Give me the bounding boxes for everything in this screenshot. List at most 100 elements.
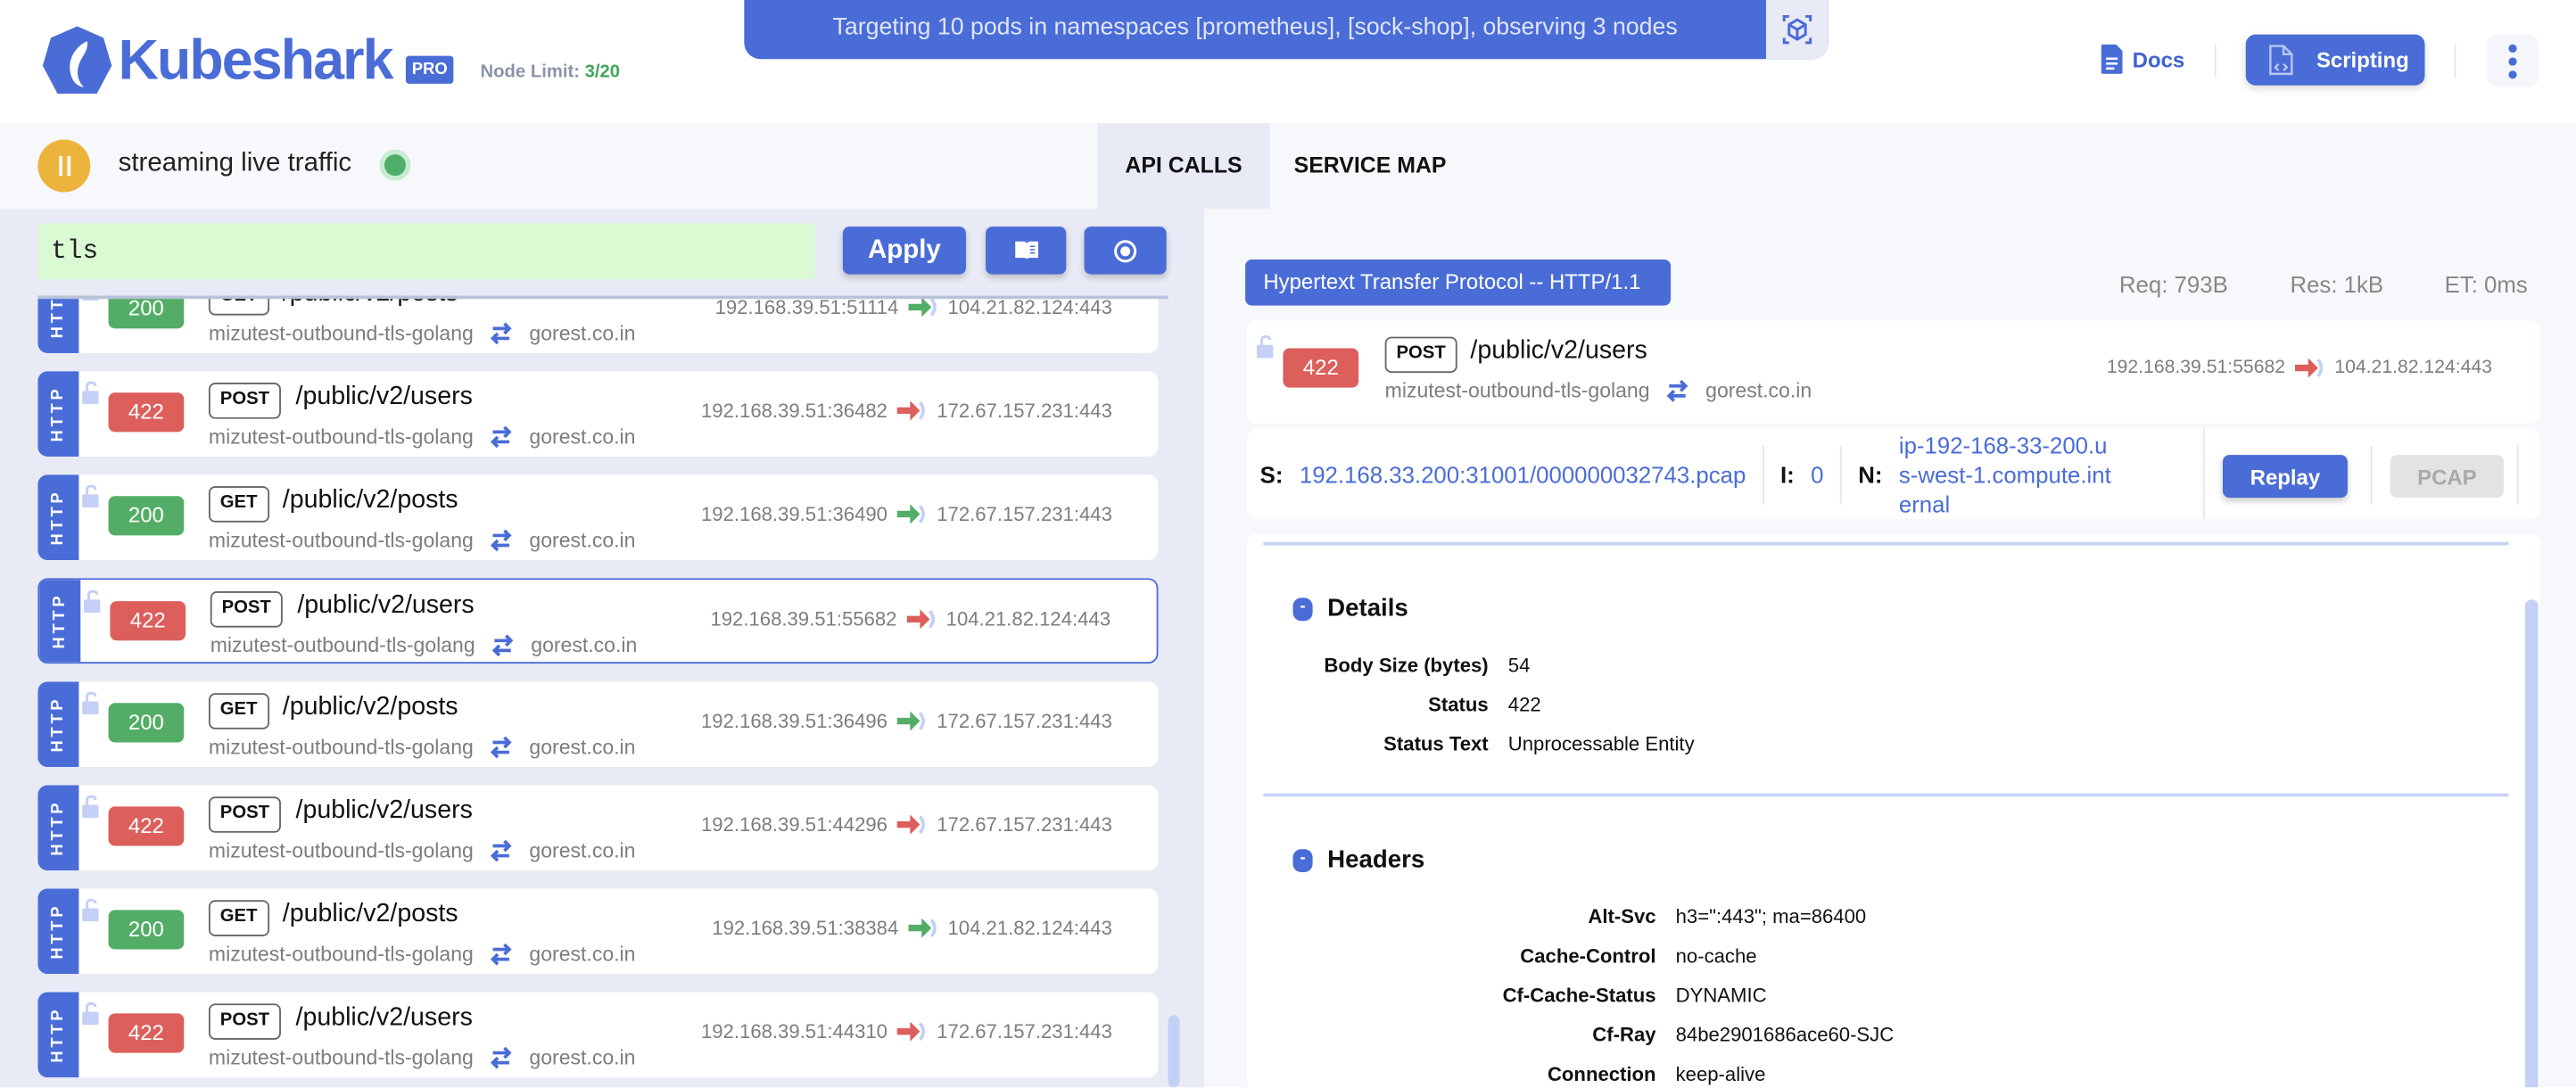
request-path: /public/v2/users xyxy=(295,383,473,411)
status-badge: 422 xyxy=(1283,348,1359,388)
source-name: mizutest-outbound-tls-golang xyxy=(208,1046,474,1070)
tab-service-map[interactable]: SERVICE MAP xyxy=(1293,152,1447,177)
kv-key: Status xyxy=(1428,693,1489,717)
destination-ip: 172.67.157.231:443 xyxy=(937,709,1112,733)
entry-row[interactable]: HTTP 422 POST/public/v2/users mizutest-outb… xyxy=(37,992,1159,1078)
docs-label: Docs xyxy=(2132,46,2185,72)
source-ip: 192.168.39.51:36482 xyxy=(701,399,888,423)
tab-api-calls[interactable]: API CALLS xyxy=(1097,123,1270,209)
entries-list[interactable]: HTTP 200 GET/public/v2/posts mizutest-outbo… xyxy=(0,295,1183,1088)
destination-ip: 172.67.157.231:443 xyxy=(937,399,1112,423)
kubeshark-logo-icon xyxy=(42,26,112,94)
status-badge: 200 xyxy=(108,496,185,536)
entry-row[interactable]: HTTP 422 POST/public/v2/users mizutest-outb… xyxy=(37,785,1159,871)
entry-row[interactable]: HTTP 422 POST/public/v2/users mizutest-outb… xyxy=(37,371,1159,457)
kv-key: Cf-Ray xyxy=(1592,1023,1656,1047)
status-badge: 422 xyxy=(108,1013,185,1053)
protocol-label: HTTP xyxy=(37,295,79,353)
exchange-arrows-icon xyxy=(491,529,512,552)
details-section-toggle[interactable]: - Details xyxy=(1292,595,1408,622)
source-label: S: xyxy=(1259,460,1284,488)
pause-button[interactable] xyxy=(37,139,91,193)
kv-key: Alt-Svc xyxy=(1588,904,1656,928)
request-path: /public/v2/users xyxy=(295,796,473,825)
outbound-arrow-icon xyxy=(908,918,937,938)
exchange-arrows-icon xyxy=(491,425,512,449)
docs-link[interactable]: Docs xyxy=(2101,44,2185,74)
protocol-label: HTTP xyxy=(37,992,79,1078)
kv-key: Status Text xyxy=(1383,732,1489,756)
method-badge: POST xyxy=(208,383,281,419)
source-ip: 192.168.39.51:36490 xyxy=(701,502,888,526)
entry-row[interactable]: HTTP200GET/public/v2/postsmizutest-outbo… xyxy=(37,295,1159,353)
headers-title: Headers xyxy=(1327,845,1425,874)
destination-name: gorest.co.in xyxy=(529,943,636,966)
targeting-banner[interactable]: Targeting 10 pods in namespaces [prometh… xyxy=(744,0,1829,60)
destination-name: gorest.co.in xyxy=(529,529,636,552)
status-badge: 422 xyxy=(108,806,185,846)
source-ip: 192.168.39.51:55682 xyxy=(710,607,897,631)
kv-value[interactable]: keep-alive xyxy=(1675,1062,1766,1086)
unlocked-icon xyxy=(82,381,99,405)
index-value: 0 xyxy=(1811,460,1824,488)
elapsed-time: ET: 0ms xyxy=(2444,270,2528,298)
status-badge: 200 xyxy=(108,703,185,743)
outbound-arrow-icon xyxy=(906,609,935,630)
unlocked-icon xyxy=(82,1001,99,1026)
kv-value[interactable]: h3=":443"; ma=86400 xyxy=(1675,904,1867,928)
headers-section-toggle[interactable]: - Headers xyxy=(1292,846,1424,874)
request-path: /public/v2/users xyxy=(295,1003,473,1032)
outbound-arrow-icon xyxy=(897,814,926,835)
unlocked-icon xyxy=(1256,335,1274,359)
brand-row: Kubeshark PRO Node Limit: 3/20 xyxy=(119,23,620,99)
destination-name: gorest.co.in xyxy=(529,736,636,759)
source-name: mizutest-outbound-tls-golang xyxy=(208,736,474,759)
node-limit-value: 3/20 xyxy=(584,62,621,83)
kv-value[interactable]: 84be2901686ace60-SJC xyxy=(1675,1023,1895,1047)
tabs-bar xyxy=(1097,123,2576,209)
protocol-label: HTTP xyxy=(37,888,79,975)
source-name: mizutest-outbound-tls-golang xyxy=(208,425,474,449)
status-badge: 422 xyxy=(110,601,186,641)
kv-value[interactable]: 422 xyxy=(1507,693,1541,717)
destination-name: gorest.co.in xyxy=(529,425,636,449)
apply-button[interactable]: Apply xyxy=(842,227,966,275)
request-path: /public/v2/users xyxy=(297,591,475,620)
pcap-download-button: PCAP xyxy=(2390,455,2504,499)
kv-value[interactable]: DYNAMIC xyxy=(1675,984,1767,1008)
replay-button[interactable]: Replay xyxy=(2222,455,2348,499)
method-badge: GET xyxy=(208,295,269,316)
filter-input[interactable] xyxy=(37,223,815,280)
kv-value[interactable]: Unprocessable Entity xyxy=(1507,732,1695,756)
detail-scrollbar[interactable] xyxy=(2524,599,2539,1088)
method-badge: POST xyxy=(208,796,281,833)
index-label: I: xyxy=(1779,460,1795,488)
unlocked-icon xyxy=(82,795,99,819)
more-menu-button[interactable] xyxy=(2487,34,2539,87)
record-button[interactable] xyxy=(1084,227,1167,275)
destination-ip: 104.21.82.124:443 xyxy=(947,295,1112,319)
destination-ip: 104.21.82.124:443 xyxy=(947,916,1112,940)
source-ip: 192.168.39.51:51114 xyxy=(714,295,899,319)
method-badge: POST xyxy=(208,1003,281,1040)
pcap-source-link[interactable]: 192.168.33.200:31001/000000032743.pcap xyxy=(1299,460,1746,488)
kv-value[interactable]: 54 xyxy=(1507,654,1531,677)
kv-value[interactable]: no-cache xyxy=(1675,944,1757,968)
divider xyxy=(2214,44,2217,78)
method-badge: POST xyxy=(1384,336,1457,374)
scripting-button[interactable]: Scripting xyxy=(2245,34,2425,86)
entry-row[interactable]: HTTP 422 POST/public/v2/users mizutest-outb… xyxy=(37,578,1159,664)
request-path: /public/v2/posts xyxy=(282,900,458,928)
method-badge: GET xyxy=(208,693,269,729)
brand-name: Kubeshark xyxy=(118,29,394,92)
filter-docs-button[interactable] xyxy=(986,227,1067,275)
protocol-label: HTTP xyxy=(39,580,81,663)
entries-scrollbar[interactable] xyxy=(1168,1015,1180,1088)
exchange-arrows-icon xyxy=(1667,379,1688,402)
target-pods-button[interactable] xyxy=(1765,0,1829,60)
protocol-label: HTTP xyxy=(37,785,79,871)
source-name: mizutest-outbound-tls-golang xyxy=(208,839,474,862)
